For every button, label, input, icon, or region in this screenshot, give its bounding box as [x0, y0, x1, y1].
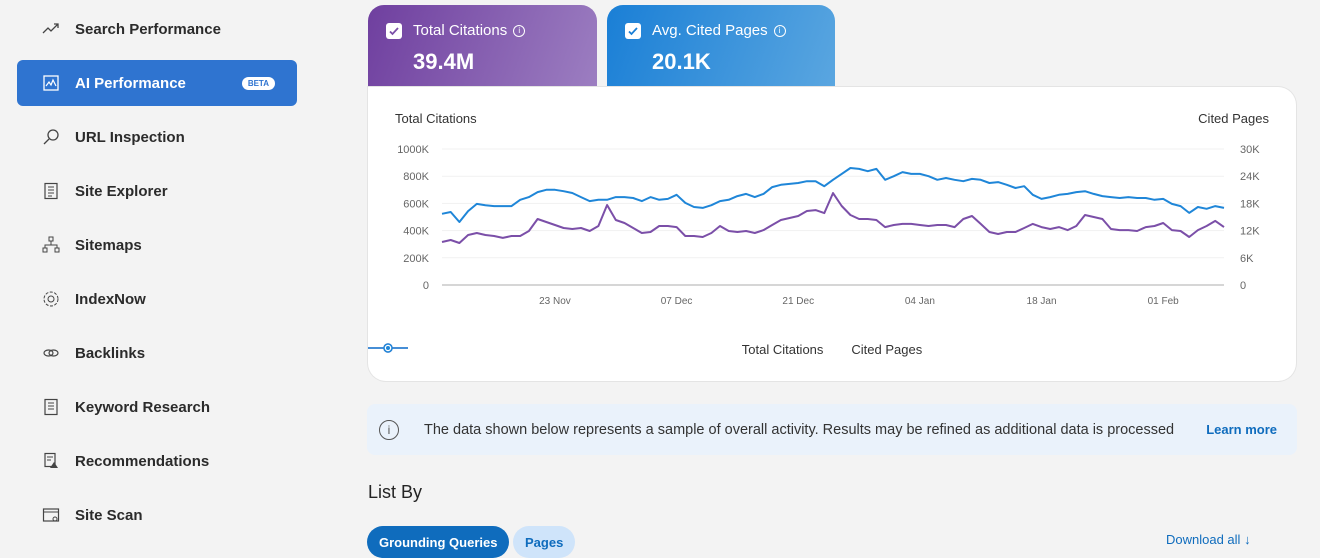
legend-label: Total Citations — [741, 342, 824, 357]
series-line-total-citations — [441, 192, 1225, 244]
sidebar-item-url-inspection[interactable]: URL Inspection — [17, 114, 297, 160]
sidebar-item-label: IndexNow — [75, 290, 146, 308]
info-icon[interactable]: i — [773, 24, 786, 37]
series-line-cited-pages — [441, 167, 1225, 223]
legend-total-citations[interactable]: Total Citations — [368, 342, 824, 357]
left-tick-label: 400K — [403, 226, 429, 238]
document-warning-icon — [42, 452, 60, 470]
sidebar-item-keyword-research[interactable]: Keyword Research — [17, 384, 297, 430]
search-icon — [42, 128, 60, 146]
sidebar-item-label: URL Inspection — [75, 128, 185, 146]
avg-cited-pages-value: 20.1K — [652, 49, 711, 74]
sidebar-item-label: Site Explorer — [75, 182, 168, 200]
avg-cited-pages-checkbox[interactable] — [625, 23, 641, 39]
x-tick-label: 23 Nov — [539, 296, 571, 307]
info-banner: i The data shown below represents a samp… — [367, 404, 1297, 455]
left-tick-label: 0 — [423, 280, 429, 292]
total-citations-checkbox[interactable] — [386, 23, 402, 39]
total-citations-value: 39.4M — [413, 49, 475, 74]
right-tick-label: 0 — [1240, 280, 1246, 292]
legend-marker-icon — [368, 343, 408, 353]
download-icon: ↓ — [1244, 532, 1251, 547]
banner-text: The data shown below represents a sample… — [424, 421, 1175, 438]
left-tick-label: 600K — [403, 198, 429, 210]
x-tick-label: 07 Dec — [661, 296, 693, 307]
sidebar-item-site-scan[interactable]: Site Scan — [17, 492, 297, 538]
link-icon — [42, 344, 60, 362]
right-tick-label: 24K — [1240, 171, 1260, 183]
beta-badge: BETA — [241, 76, 275, 90]
left-tick-label: 800K — [403, 171, 429, 183]
sidebar-item-label: Search Performance — [75, 20, 221, 38]
left-axis-title: Total Citations — [395, 111, 477, 126]
sidebar-item-sitemaps[interactable]: Sitemaps — [17, 222, 297, 268]
x-tick-label: 18 Jan — [1027, 296, 1057, 307]
right-axis-title: Cited Pages — [1198, 111, 1269, 126]
sidebar-item-label: Keyword Research — [75, 398, 211, 416]
avg-cited-pages-card[interactable]: Avg. Cited Pages i 20.1K — [607, 5, 835, 87]
document-icon — [42, 398, 60, 416]
chart-card: Total Citations Cited Pages 0 0 200K 6K 400K… — [368, 87, 1296, 381]
right-tick-label: 6K — [1240, 253, 1254, 265]
chart-legend: Total Citations Cited Pages — [368, 342, 1296, 357]
window-scan-icon — [42, 506, 60, 524]
sidebar-item-label: AI Performance — [75, 74, 186, 92]
document-list-icon — [42, 182, 60, 200]
trending-up-icon — [42, 20, 60, 38]
sidebar-item-backlinks[interactable]: Backlinks — [17, 330, 297, 376]
info-icon[interactable]: i — [513, 24, 526, 37]
sidebar-item-site-explorer[interactable]: Site Explorer — [17, 168, 297, 214]
download-all-label: Download all — [1166, 532, 1241, 547]
list-by-heading: List By — [368, 482, 423, 502]
sidebar-item-search-performance[interactable]: Search Performance — [17, 6, 297, 52]
x-tick-label: 04 Jan — [905, 296, 935, 307]
sidebar-item-recommendations[interactable]: Recommendations — [17, 438, 297, 484]
sidebar-item-label: Site Scan — [75, 506, 143, 524]
sidebar-item-label: Sitemaps — [75, 236, 142, 254]
sidebar: Search Performance AI Performance BETA URL … — [0, 0, 320, 544]
sidebar-item-indexnow[interactable]: IndexNow — [17, 276, 297, 322]
tab-pages[interactable]: Pages — [513, 526, 576, 558]
info-icon: i — [379, 419, 399, 440]
sidebar-item-label: Backlinks — [75, 344, 146, 362]
tab-grounding-queries[interactable]: Grounding Queries — [367, 526, 510, 558]
right-tick-label: 18K — [1240, 198, 1260, 210]
line-chart: 0 0 200K 6K 400K 12K 600K 18K 800K 24K 1000K 30K 23 … — [397, 144, 1260, 307]
sitemap-icon — [42, 236, 60, 254]
gear-icon — [42, 290, 60, 308]
legend-cited-pages[interactable]: Cited Pages — [368, 342, 923, 357]
right-tick-label: 30K — [1240, 144, 1260, 156]
ai-chart-icon — [42, 74, 60, 92]
left-tick-label: 200K — [403, 253, 429, 265]
total-citations-label: Total Citations — [413, 22, 508, 39]
total-citations-card[interactable]: Total Citations i 39.4M — [368, 5, 597, 87]
sidebar-item-ai-performance[interactable]: AI Performance BETA — [17, 60, 297, 106]
download-all-button[interactable]: Download all ↓ — [1166, 532, 1251, 547]
avg-cited-pages-label: Avg. Cited Pages — [652, 22, 768, 39]
right-tick-label: 12K — [1240, 226, 1260, 238]
x-tick-label: 21 Dec — [782, 296, 814, 307]
x-tick-label: 01 Feb — [1148, 296, 1180, 307]
learn-more-link[interactable]: Learn more — [1206, 422, 1277, 437]
left-tick-label: 1000K — [397, 144, 429, 156]
legend-label: Cited Pages — [851, 342, 923, 357]
sidebar-item-label: Recommendations — [75, 452, 210, 470]
